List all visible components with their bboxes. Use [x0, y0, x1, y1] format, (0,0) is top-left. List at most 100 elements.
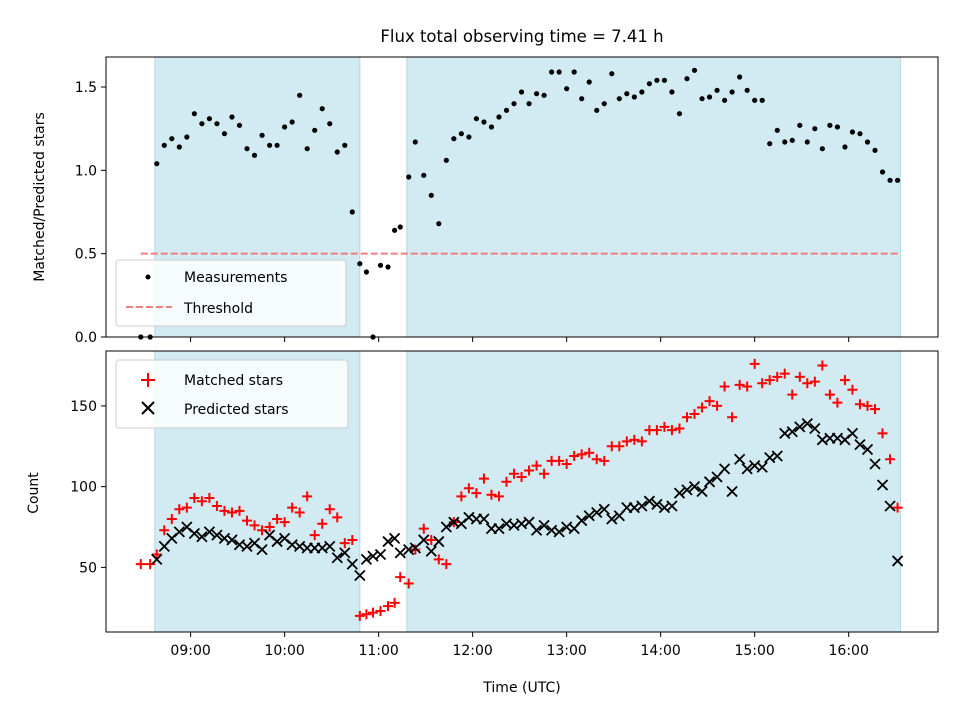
measurement-point — [377, 262, 384, 268]
matched-star-point — [509, 468, 520, 479]
y-tick-label: 0.5 — [75, 247, 97, 263]
predicted-star-point — [809, 422, 821, 435]
measurement-point — [834, 124, 841, 130]
matched-star-point — [802, 378, 813, 389]
predicted-star-point — [801, 418, 813, 430]
matched-star-point — [539, 468, 550, 479]
predicted-star-point — [876, 479, 889, 491]
predicted-star-point — [425, 545, 437, 557]
predicted-star-point — [493, 523, 505, 535]
measurement-point — [466, 134, 472, 140]
predicted-star-point — [553, 526, 565, 538]
x-tick-label: 11:00 — [358, 643, 398, 659]
matched-star-point — [561, 459, 572, 470]
measurement-point — [789, 137, 795, 143]
measurement-point — [767, 141, 773, 147]
matched-star-point — [234, 505, 245, 516]
x-tick-label: 12:00 — [452, 643, 492, 659]
matched-star-point — [501, 476, 512, 487]
measurement-point — [244, 146, 250, 152]
matched-star-point — [666, 425, 677, 436]
matched-star-point — [817, 360, 828, 371]
legend-measurements-marker — [145, 274, 151, 280]
measurement-point — [511, 101, 517, 107]
predicted-star-point — [360, 553, 373, 565]
matched-star-point — [272, 513, 283, 524]
legend-threshold-label: Threshold — [183, 301, 253, 317]
measurement-points — [138, 67, 901, 340]
matched-star-point — [418, 523, 429, 534]
measurement-point — [421, 172, 427, 178]
predicted-star-point — [651, 498, 663, 511]
measurement-point — [782, 139, 788, 145]
predicted-star-point — [331, 552, 343, 564]
matched-star-point — [347, 534, 358, 545]
predicted-star-point — [241, 540, 253, 553]
matched-star-point — [211, 501, 222, 512]
measurement-point — [804, 139, 810, 145]
predicted-star-point — [388, 532, 401, 544]
matched-star-point — [839, 375, 850, 386]
measurement-point — [503, 107, 510, 113]
measurement-point — [199, 121, 205, 127]
matched-star-point — [471, 488, 482, 499]
x-tick-label: 10:00 — [264, 643, 304, 659]
matched-star-point — [242, 515, 253, 526]
figure-title: Flux total observing time = 7.41 h — [380, 27, 663, 46]
measurement-point — [609, 71, 615, 77]
matched-star-point — [403, 578, 414, 589]
matched-star-point — [576, 449, 587, 460]
measurement-point — [251, 152, 258, 158]
matched-star-point — [734, 379, 745, 390]
matched-star-point — [704, 396, 715, 407]
matched-star-point — [719, 381, 730, 392]
measurement-point — [526, 101, 532, 107]
matched-star-point — [151, 549, 162, 560]
predicted-star-point — [151, 553, 163, 565]
measurement-point — [236, 122, 243, 128]
measurement-point — [363, 269, 370, 275]
measurement-point — [161, 142, 167, 148]
matched-star-point — [674, 423, 685, 434]
measurement-point — [304, 146, 310, 152]
matched-star-point — [309, 530, 320, 541]
measurement-point — [691, 67, 698, 73]
matched-star-point — [354, 610, 365, 621]
legend-predicted-label: Predicted stars — [184, 402, 289, 418]
measurement-point — [669, 89, 675, 95]
predicted-star-point — [530, 524, 543, 536]
measurement-point — [752, 97, 758, 103]
measurement-point — [699, 96, 705, 102]
matched-star-point — [599, 455, 610, 466]
bottom-legend: Matched stars Predicted stars — [115, 359, 349, 429]
shaded-region — [406, 350, 901, 633]
predicted-star-point — [733, 453, 746, 465]
predicted-star-point — [346, 558, 358, 570]
matched-star-point — [135, 559, 146, 570]
bottom-panel: 50 100 150 09:00 10:00 11:00 12:00 13:00 14:00 15… — [26, 350, 939, 696]
y-tick-label: 50 — [79, 560, 97, 576]
predicted-star-point — [636, 500, 648, 512]
bottom-plot-frame — [105, 350, 939, 633]
legend-matched-marker — [141, 373, 155, 387]
matched-star-point — [584, 447, 595, 458]
predicted-star-point — [173, 526, 185, 538]
matched-star-point — [174, 504, 185, 515]
predicted-star-point — [726, 485, 738, 498]
measurement-point — [342, 142, 348, 148]
predicted-star-point — [666, 500, 678, 512]
measurement-point — [676, 111, 683, 117]
measurement-point — [274, 142, 280, 148]
matched-star-point — [456, 491, 467, 502]
predicted-star-point — [418, 534, 430, 546]
predicted-star-markers — [151, 418, 904, 582]
matched-star-point — [531, 460, 542, 471]
measurement-point — [436, 221, 442, 227]
matched-star-point — [159, 525, 170, 536]
measurement-point — [458, 131, 464, 137]
measurement-point — [221, 131, 228, 137]
matched-star-point — [204, 492, 215, 503]
matched-star-point — [712, 400, 723, 411]
measurement-point — [214, 121, 220, 127]
matched-star-point — [787, 389, 798, 400]
